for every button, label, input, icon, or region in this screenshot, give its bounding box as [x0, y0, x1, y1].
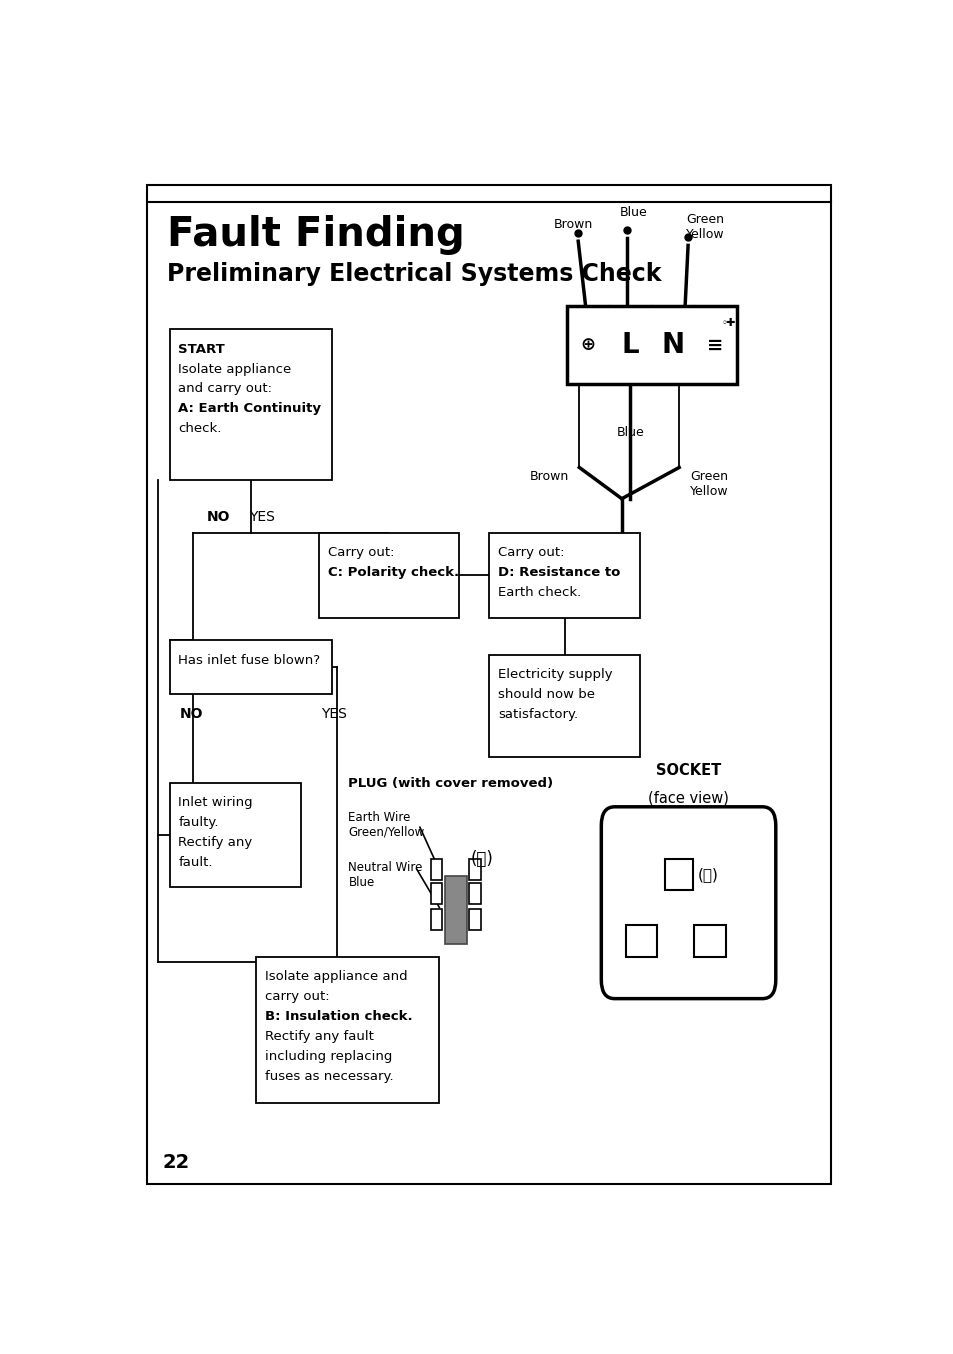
Text: Isolate appliance and: Isolate appliance and: [265, 971, 407, 983]
Text: Isolate appliance: Isolate appliance: [178, 363, 292, 375]
Text: Rectify any: Rectify any: [178, 835, 253, 849]
Bar: [566, 306, 736, 385]
Text: (⏛): (⏛): [470, 850, 493, 868]
Bar: [664, 858, 692, 891]
Text: NO: NO: [180, 707, 203, 720]
FancyBboxPatch shape: [600, 807, 775, 999]
Text: D: Resistance to: D: Resistance to: [497, 566, 619, 580]
Text: ◦: ◦: [721, 318, 727, 328]
Bar: [430, 883, 442, 904]
Bar: [469, 883, 480, 904]
Text: A: Earth Continuity: A: Earth Continuity: [178, 402, 321, 416]
Text: carry out:: carry out:: [265, 990, 329, 1003]
Text: Has inlet fuse blown?: Has inlet fuse blown?: [178, 654, 320, 666]
Text: and carry out:: and carry out:: [178, 382, 273, 395]
Text: Rectify any fault: Rectify any fault: [265, 1030, 374, 1043]
Text: Brown: Brown: [553, 218, 592, 230]
Bar: [488, 532, 639, 617]
Bar: [170, 329, 332, 481]
Text: Green
Yellow: Green Yellow: [685, 213, 723, 241]
Text: ≡: ≡: [706, 336, 722, 355]
Text: Inlet wiring: Inlet wiring: [178, 796, 253, 810]
Bar: [469, 909, 480, 929]
Text: Blue: Blue: [619, 206, 647, 219]
Bar: [255, 957, 439, 1104]
Bar: [170, 783, 301, 887]
Text: N: N: [660, 330, 683, 359]
Bar: [626, 925, 657, 957]
Bar: [694, 925, 725, 957]
Text: L: L: [620, 330, 639, 359]
Text: check.: check.: [178, 422, 221, 435]
Text: Carry out:: Carry out:: [328, 546, 394, 559]
Text: YES: YES: [249, 510, 274, 524]
Bar: [430, 860, 442, 880]
Text: Blue: Blue: [616, 425, 643, 439]
Text: satisfactory.: satisfactory.: [497, 708, 578, 720]
Bar: [170, 640, 332, 695]
Text: NO: NO: [206, 510, 230, 524]
Text: Preliminary Electrical Systems Check: Preliminary Electrical Systems Check: [167, 261, 661, 286]
Text: (⏛): (⏛): [697, 867, 718, 883]
Bar: [444, 876, 466, 945]
Text: including replacing: including replacing: [265, 1049, 392, 1063]
Text: ⊕: ⊕: [579, 336, 595, 353]
Text: PLUG (with cover removed): PLUG (with cover removed): [348, 777, 553, 791]
Text: faulty.: faulty.: [178, 816, 218, 829]
Text: YES: YES: [321, 707, 347, 720]
Text: Earth Wire
Green/Yellow: Earth Wire Green/Yellow: [348, 811, 424, 839]
Text: Carry out:: Carry out:: [497, 546, 564, 559]
Text: Earth check.: Earth check.: [497, 586, 580, 598]
Text: should now be: should now be: [497, 688, 594, 701]
Bar: [430, 909, 442, 929]
Text: fault.: fault.: [178, 856, 213, 869]
Text: ✚: ✚: [725, 318, 734, 328]
Text: Brown: Brown: [530, 470, 569, 482]
Text: Green
Yellow: Green Yellow: [689, 470, 727, 497]
Text: fuses as necessary.: fuses as necessary.: [265, 1070, 394, 1083]
Text: (face view): (face view): [647, 791, 728, 806]
Text: C: Polarity check.: C: Polarity check.: [328, 566, 458, 580]
Text: Electricity supply: Electricity supply: [497, 668, 612, 681]
Text: SOCKET: SOCKET: [656, 762, 720, 777]
Bar: [469, 860, 480, 880]
Text: Fault Finding: Fault Finding: [167, 215, 464, 255]
Text: 22: 22: [162, 1152, 190, 1171]
Text: Neutral Wire
Blue: Neutral Wire Blue: [348, 861, 422, 890]
Bar: [318, 532, 459, 617]
Text: B: Insulation check.: B: Insulation check.: [265, 1010, 412, 1024]
Text: START: START: [178, 343, 225, 356]
Bar: [488, 654, 639, 757]
